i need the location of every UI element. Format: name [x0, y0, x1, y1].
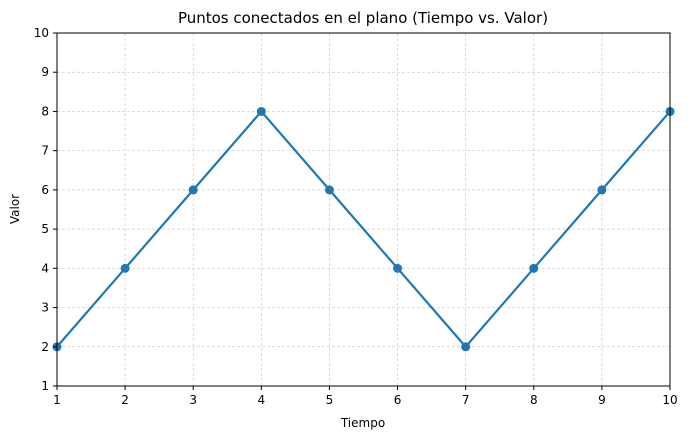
- y-axis: 1 2 3 4 5 6 7 8 9 10: [34, 26, 57, 393]
- y-tick-label: 7: [41, 144, 49, 158]
- x-tick-label: 8: [530, 393, 538, 407]
- data-point: [529, 263, 539, 273]
- y-tick-label: 10: [34, 26, 49, 40]
- data-point: [324, 185, 334, 195]
- x-tick-label: 7: [462, 393, 470, 407]
- y-tick-label: 1: [41, 379, 49, 393]
- y-tick-label: 8: [41, 104, 49, 118]
- axes-frame: [56, 32, 671, 387]
- x-tick-label: 3: [189, 393, 197, 407]
- x-tick-label: 5: [326, 393, 334, 407]
- y-tick-label: 9: [41, 65, 49, 79]
- x-tick-label: 6: [394, 393, 402, 407]
- y-tick-label: 4: [41, 261, 49, 275]
- data-point: [393, 263, 403, 273]
- x-tick-label: 4: [258, 393, 266, 407]
- plot-area: [52, 106, 675, 352]
- x-axis: 1 2 3 4 5 6 7 8 9 10: [53, 386, 678, 407]
- grid: [56, 32, 671, 387]
- x-tick-label: 2: [121, 393, 129, 407]
- data-point: [188, 185, 198, 195]
- y-tick-label: 2: [41, 340, 49, 354]
- x-tick-label: 10: [662, 393, 677, 407]
- y-axis-label: Valor: [8, 194, 22, 224]
- data-point: [461, 342, 471, 352]
- y-tick-label: 3: [41, 301, 49, 315]
- data-point: [120, 263, 130, 273]
- data-point: [597, 185, 607, 195]
- x-tick-label: 9: [598, 393, 606, 407]
- data-point: [256, 106, 266, 116]
- y-tick-label: 5: [41, 222, 49, 236]
- x-axis-label: Tiempo: [340, 416, 385, 430]
- chart-title: Puntos conectados en el plano (Tiempo vs…: [178, 9, 548, 27]
- series-line: [56, 110, 671, 348]
- x-tick-label: 1: [53, 393, 61, 407]
- y-tick-label: 6: [41, 183, 49, 197]
